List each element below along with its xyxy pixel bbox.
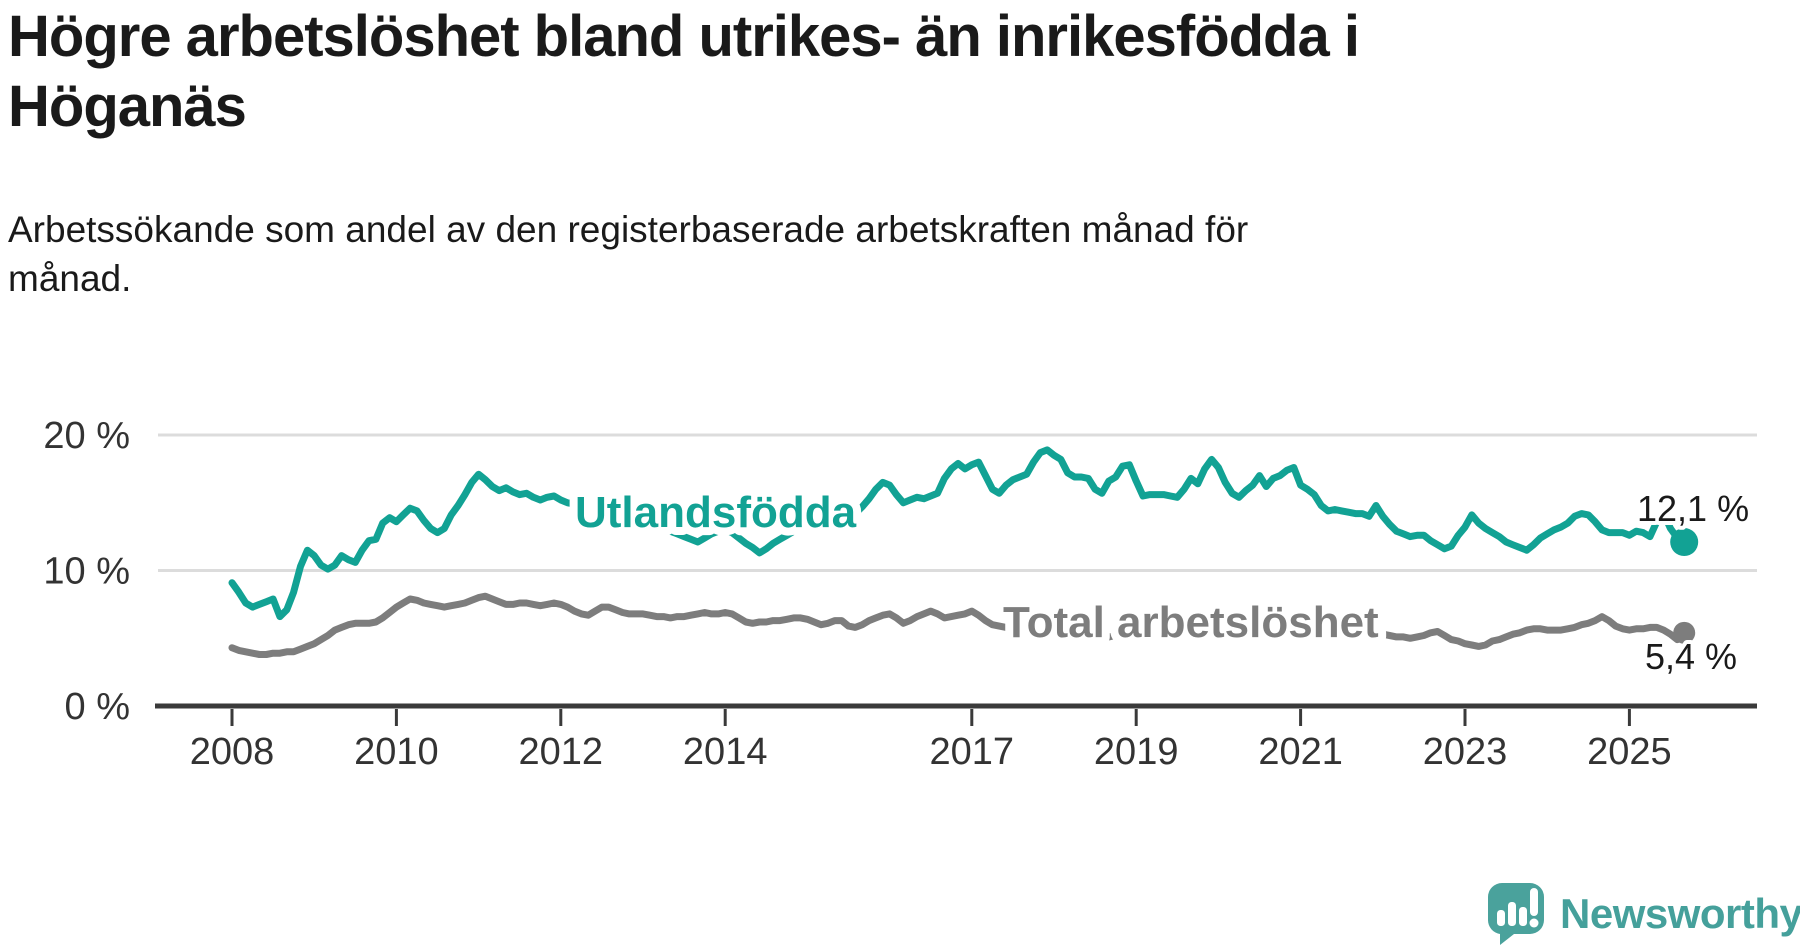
chart-subtitle: Arbetssökande som andel av den registerb… (8, 206, 1508, 304)
data-series-layer (228, 446, 1699, 658)
x-tick-label: 2023 (1423, 731, 1508, 773)
x-tick-label: 2010 (354, 731, 439, 773)
x-tick-label: 2019 (1094, 731, 1179, 773)
end-value-label-utlandsfodda: 12,1 % (1637, 488, 1749, 529)
subtitle-line-2: månad. (8, 257, 132, 299)
newsworthy-branding: Newsworthy (1487, 882, 1800, 946)
end-value-label-total: 5,4 % (1645, 636, 1737, 677)
x-tick-label: 2025 (1587, 731, 1672, 773)
y-tick-label: 0 % (65, 686, 130, 728)
series-label-utlandsfodda: Utlandsfödda (575, 488, 857, 537)
series-line-utlandsfodda (228, 446, 1688, 621)
y-tick-label: 10 % (43, 551, 130, 593)
grid-and-axes-layer: 0 % 10 % 20 % 2008 2010 2012 2014 2017 2019 2021 2… (43, 415, 1757, 773)
x-tick-label: 2012 (519, 731, 604, 773)
series-end-dot-utlandsfodda (1670, 528, 1699, 557)
page-title: Högre arbetslöshet bland utrikes- än inr… (8, 2, 1568, 141)
series-line-total (228, 592, 1688, 658)
title-line-2: Höganäs (8, 73, 247, 139)
newsworthy-wordmark: Newsworthy (1560, 890, 1800, 937)
series-label-total-arbetsloshet: Total arbetslöshet (1003, 598, 1379, 647)
y-tick-label: 20 % (43, 415, 130, 457)
series-end-dot-total (1673, 621, 1696, 644)
newsworthy-chart-bubble-icon (1487, 883, 1544, 945)
x-tick-label: 2017 (930, 731, 1015, 773)
subtitle-line-1: Arbetssökande som andel av den registerb… (8, 209, 1249, 250)
x-tick-label: 2014 (683, 731, 768, 773)
x-tick-label: 2008 (190, 731, 275, 773)
x-tick-label: 2021 (1258, 731, 1343, 773)
title-line-1: Högre arbetslöshet bland utrikes- än inr… (8, 4, 1360, 69)
